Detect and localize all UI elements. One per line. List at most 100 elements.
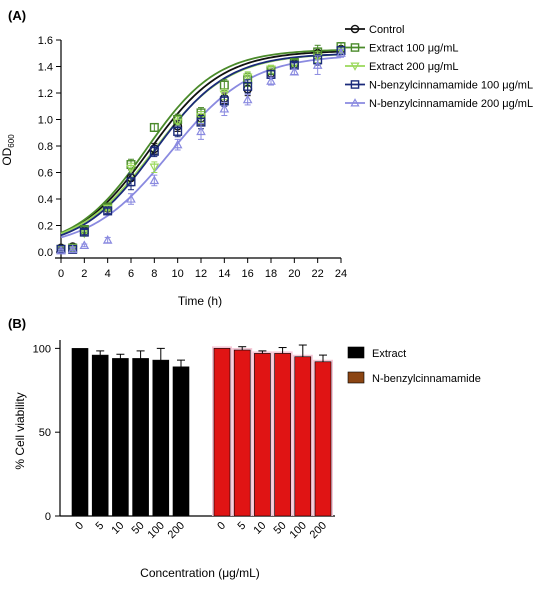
data-point-series-3 (149, 163, 160, 173)
panel-a-y-tick-label: 0.6 (38, 168, 53, 180)
bar-n-benzylcinnamamide (294, 356, 312, 517)
data-point-series-4 (126, 177, 136, 187)
panel-b-y-axis-label: % Cell viability (13, 392, 27, 469)
panel-a-y-tick-label: 1.0 (38, 115, 53, 127)
panel-b-legend: Extract N-benzylcinnamamide (347, 346, 481, 385)
bar-n-benzylcinnamamide (213, 348, 231, 517)
data-point-series-5 (172, 139, 183, 149)
data-point-series-5 (196, 126, 206, 136)
data-point-series-3 (126, 164, 136, 174)
legend-marker (350, 24, 360, 34)
data-point-series-5 (266, 76, 276, 85)
panel-a-x-tick-label: 16 (242, 268, 254, 280)
data-point-series-4 (173, 126, 183, 136)
data-point-series-5 (242, 94, 253, 104)
panel-b-y-tick-label: 0 (45, 511, 51, 523)
legend-label: Extract 100 μg/mL (369, 43, 459, 55)
data-point-series-4 (149, 146, 159, 156)
panel-a-x-tick-label: 4 (105, 268, 111, 280)
panel-a-x-tick-label: 14 (218, 268, 230, 280)
bar-extract (112, 358, 129, 517)
panel-a-y-tick-label: 1.2 (38, 88, 53, 100)
bar-category-label: 200 (166, 520, 187, 541)
data-point-series-4 (243, 81, 253, 91)
panel-a-label: (A) (8, 8, 26, 23)
panel-a-x-tick-label: 0 (58, 268, 64, 280)
bar-category-label: 100 (287, 520, 308, 541)
bar-n-benzylcinnamamide (254, 353, 271, 517)
data-point-series-5 (67, 244, 78, 253)
bar-category-label: 200 (308, 520, 329, 541)
bar-extract (132, 358, 149, 517)
data-point-series-3 (172, 118, 183, 128)
bar-category-label: 50 (130, 520, 147, 537)
data-point-series-5 (126, 193, 136, 203)
bar-category-label: 10 (109, 520, 126, 537)
fit-curve-series-1 (60, 50, 342, 235)
data-point-series-2 (149, 122, 159, 132)
panel-a-y-tick-label: 1.4 (38, 62, 53, 74)
panel-b-x-axis-label: Concentration (μg/mL) (140, 566, 260, 580)
bar-category-label: 5 (94, 520, 107, 533)
panel-a-x-tick-label: 22 (312, 268, 324, 280)
bar-category-label: 50 (272, 520, 289, 537)
bar-n-benzylcinnamamide (233, 349, 251, 517)
bar-n-benzylcinnamamide (314, 361, 332, 517)
data-point-series-5 (312, 60, 323, 69)
bar-n-benzylcinnamamide (274, 353, 291, 517)
panel-b-y-tick-label: 50 (39, 427, 51, 439)
panel-a-y-tick-label: 1.6 (38, 35, 53, 47)
data-point-series-5 (79, 240, 90, 250)
data-point-series-3 (266, 65, 276, 75)
bar-category-label: 0 (73, 520, 86, 533)
bar-extract (71, 348, 89, 517)
panel-a-x-tick-label: 18 (265, 268, 277, 280)
panel-a-axes: 0.00.20.40.60.81.01.21.41.60 2 4 6 8 10 12 14 16… (38, 35, 347, 280)
data-point-series-5 (149, 175, 160, 185)
panel-a-y-tick-label: 0.8 (38, 141, 53, 153)
panel-a-x-tick-label: 24 (335, 268, 347, 280)
data-point-series-5 (336, 48, 346, 57)
panel-a-x-tick-label: 2 (81, 268, 87, 280)
panel-a-y-tick-label: 0.2 (38, 221, 53, 233)
data-point-series-3 (196, 113, 206, 122)
panel-a-y-axis-label: OD600 (0, 134, 16, 166)
data-point-series-5 (56, 245, 66, 255)
data-point-series-4 (79, 227, 89, 237)
bar-category-label: 10 (251, 520, 268, 537)
panel-a-x-axis-label: Time (h) (178, 294, 222, 308)
panel-a-data-points (56, 42, 346, 255)
data-point-series-4 (103, 206, 113, 216)
legend-label: Control (369, 24, 404, 36)
legend-marker (350, 98, 360, 107)
fit-curve-series-2 (60, 49, 342, 234)
panel-b-y-tick-label: 100 (33, 343, 51, 355)
legend-label: Extract 200 μg/mL (369, 61, 459, 73)
legend-swatch (347, 346, 365, 359)
bar-category-label: 100 (145, 520, 166, 541)
panel-a-x-tick-label: 8 (151, 268, 157, 280)
legend-marker (350, 80, 360, 89)
data-point-series-5 (219, 103, 230, 113)
legend-label: Extract (372, 348, 406, 360)
legend-label: N-benzylcinnamamide 100 μg/mL (369, 80, 533, 92)
legend-marker (350, 62, 360, 71)
panel-a-x-tick-label: 6 (128, 268, 134, 280)
panel-a: (A) 0.00.20.40.60.81.01.21.41.60 2 4 6 8 10 12… (0, 8, 533, 308)
legend-label: N-benzylcinnamamide 200 μg/mL (369, 98, 533, 110)
panel-b-label: (B) (8, 316, 26, 331)
bar-category-label: 5 (236, 520, 249, 533)
panel-a-x-tick-label: 12 (195, 268, 207, 280)
panel-a-y-tick-label: 0.4 (38, 194, 53, 206)
bar-extract (172, 366, 190, 517)
bar-category-label: 0 (215, 520, 228, 533)
panel-a-legend: Control Extract 100 μg/mL Extract 200 μg/m… (345, 24, 533, 110)
data-point-series-5 (289, 66, 300, 76)
legend-swatch (347, 371, 365, 384)
panel-a-y-tick-label: 0.0 (38, 247, 53, 259)
legend-label: N-benzylcinnamamide (372, 373, 481, 385)
